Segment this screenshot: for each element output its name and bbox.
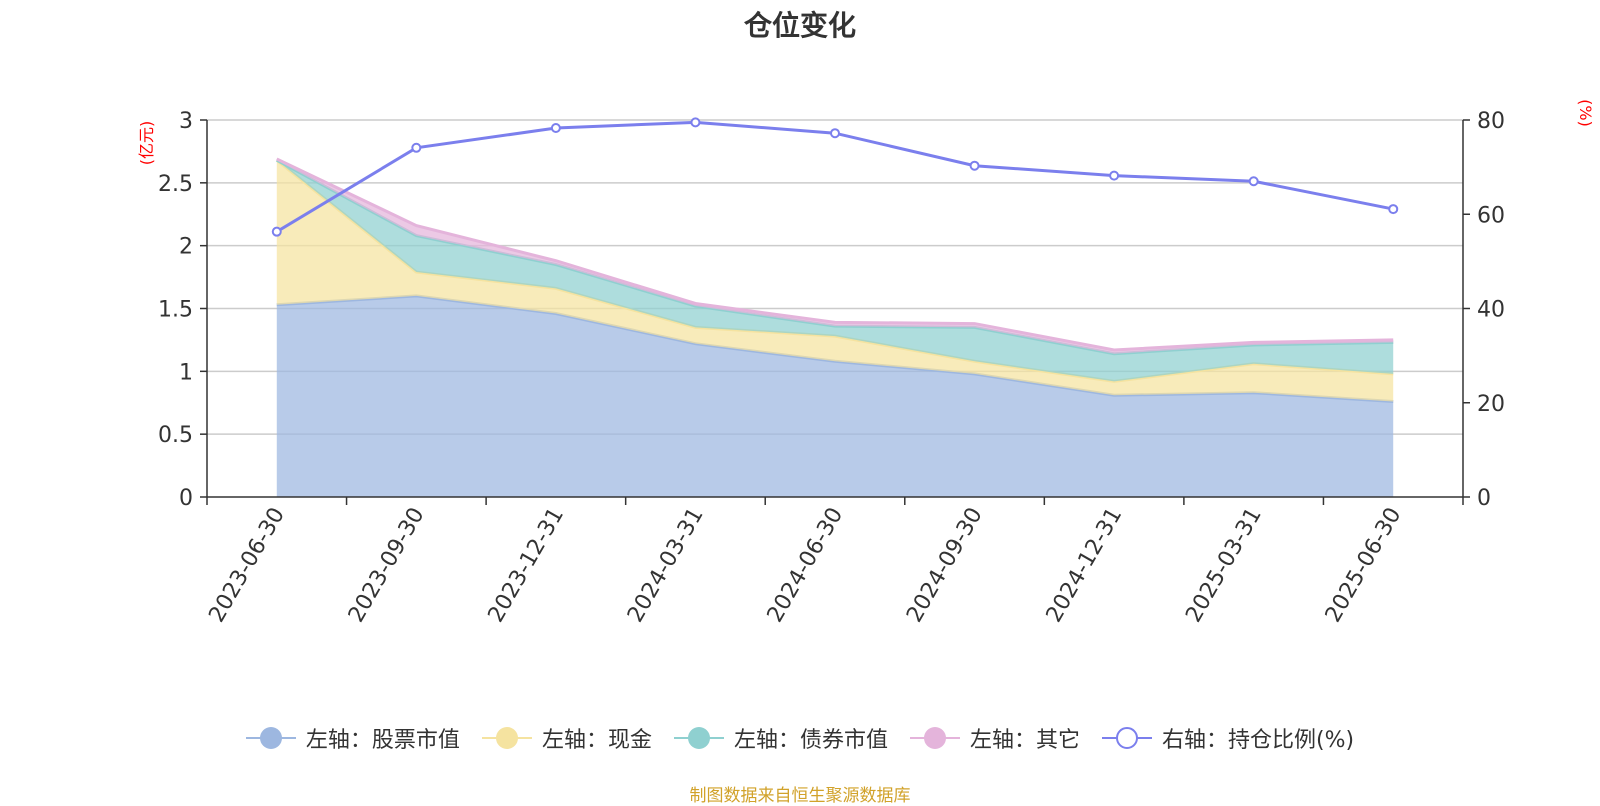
x-tick-label: 2024-06-30 [763,504,849,627]
x-tick-label: 2025-03-31 [1181,504,1267,627]
line-point[interactable] [1388,204,1399,215]
left-tick-label: 0.5 [158,423,193,448]
left-tick-label: 2 [179,235,193,260]
line-point[interactable] [550,123,561,134]
x-tick-label: 2023-06-30 [204,504,290,627]
area-左轴：股票市值 [276,295,1394,497]
legend-swatch [909,725,960,751]
legend-item[interactable]: 左轴：债券市值 [673,722,888,754]
right-axis-title: (%) [1576,99,1595,127]
legend-swatch [673,725,724,751]
x-tick-label: 2024-03-31 [623,504,709,627]
line-series-path [276,120,1394,233]
area-series [275,157,1394,497]
legend-item[interactable]: 左轴：其它 [909,722,1080,754]
right-tick-label: 40 [1477,298,1505,323]
legend: 左轴：股票市值 左轴：现金 左轴：债券市值 左轴：其它 右轴：持仓比例(%) [0,722,1600,754]
line-point[interactable] [830,128,840,139]
right-tick-label: 80 [1477,109,1505,134]
x-tick-label: 2023-12-31 [484,504,570,627]
area-左轴：债券市值 [276,160,1394,382]
left-tick-label: 2.5 [158,172,193,197]
legend-item[interactable]: 左轴：股票市值 [245,722,460,754]
area-edge-左轴：其它 [276,157,1394,352]
x-tick-label: 2023-09-30 [344,504,430,627]
legend-item[interactable]: 左轴：现金 [481,722,652,754]
line-point[interactable] [271,226,282,237]
line-point[interactable] [411,142,422,153]
right-tick-label: 60 [1477,203,1505,228]
legend-label: 左轴：债券市值 [733,728,888,753]
legend-label: 左轴：股票市值 [305,728,460,753]
left-tick-label: 1.5 [158,298,193,323]
area-edge-左轴：现金 [275,159,1394,383]
x-tick-label: 2024-09-30 [902,504,988,627]
line-point[interactable] [969,160,980,171]
left-axis-title: (亿元) [137,121,156,166]
right-tick-label: 20 [1477,392,1505,417]
legend-swatch [245,725,296,751]
left-tick-label: 3 [179,109,193,134]
legend-label: 左轴：其它 [969,728,1080,753]
legend-label: 左轴：现金 [541,728,652,753]
x-tick-label: 2025-06-30 [1321,504,1407,627]
area-左轴：现金 [276,160,1394,402]
line-point[interactable] [690,117,701,128]
left-tick-label: 1 [179,360,193,385]
line-point[interactable] [1109,170,1120,181]
legend-swatch [1101,725,1152,751]
line-point[interactable] [1248,176,1259,187]
chart-title: 仓位变化 [743,9,856,42]
line-series [271,117,1399,237]
legend-label: 右轴：持仓比例(%) [1161,728,1355,753]
left-tick-label: 0 [179,486,193,511]
x-tick-label: 2024-12-31 [1042,504,1128,627]
legend-swatch [481,725,532,751]
source-note: 制图数据来自恒生聚源数据库 [689,786,911,806]
legend-item[interactable]: 右轴：持仓比例(%) [1101,722,1355,754]
right-tick-label: 0 [1477,486,1491,511]
